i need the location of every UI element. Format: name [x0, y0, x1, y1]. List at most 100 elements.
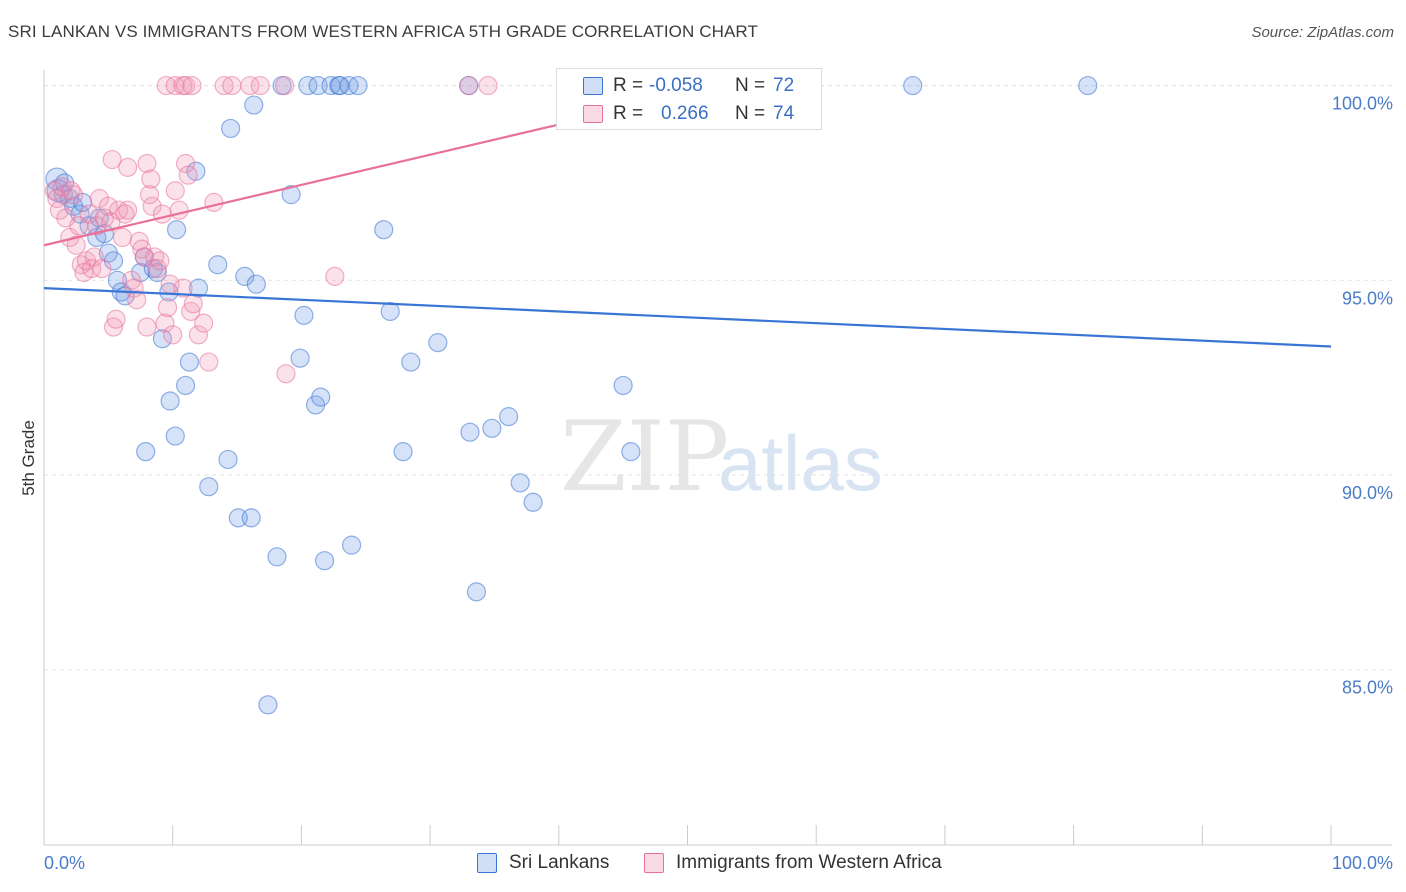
sri-lankans-point	[510, 473, 530, 493]
stats-legend: R = -0.058 N = 72 R = 0.266 N = 74	[556, 68, 822, 130]
western-africa-point	[82, 259, 102, 279]
sri-lankans-point	[246, 274, 266, 294]
x-tick-label-max: 100.0%	[1332, 853, 1393, 873]
sri-lankans-point	[482, 418, 502, 438]
stats-legend-row-sri-lankans: R = -0.058 N = 72	[557, 73, 821, 99]
western-africa-point	[181, 301, 201, 322]
western-africa-point	[155, 313, 175, 333]
r-label: R =	[613, 103, 644, 124]
sri-lankans-point	[136, 442, 156, 462]
western-africa-point	[79, 204, 99, 224]
western-africa-point	[193, 313, 214, 333]
r-value: -0.058	[649, 75, 703, 96]
western-africa-point	[199, 352, 219, 372]
sri-lankans-point	[290, 348, 310, 368]
sri-lankans-point	[199, 477, 219, 497]
stats-legend-row-western-africa: R = 0.266 N = 74	[557, 101, 821, 127]
western-africa-point	[459, 75, 479, 96]
western-africa-point	[147, 259, 167, 279]
y-tick-label: 100.0%	[1332, 94, 1393, 114]
western-africa-point	[173, 278, 193, 298]
sri-lankans-point	[281, 185, 301, 205]
western-africa-legend-swatch	[644, 853, 664, 873]
sri-lankans-point	[298, 75, 318, 96]
sri-lankans-point	[621, 442, 641, 462]
western-africa-point	[188, 325, 209, 345]
western-africa-point	[134, 247, 154, 267]
western-africa-point	[157, 297, 178, 318]
sri-lankans-point	[208, 255, 228, 275]
watermark-zip: ZIP	[560, 401, 729, 513]
r-value: 0.266	[661, 103, 709, 124]
western-africa-point	[49, 200, 70, 220]
western-africa-swatch	[583, 105, 603, 123]
sri-lankans-point	[267, 547, 287, 567]
sri-lankans-point	[152, 329, 173, 349]
sri-lankans-point	[341, 535, 362, 555]
western-africa-point	[106, 309, 126, 329]
x-tick-label-min: 0.0%	[44, 853, 85, 873]
sri-lankans-point	[235, 266, 255, 287]
western-africa-point	[325, 266, 345, 287]
sri-lankans-point	[311, 387, 331, 407]
western-africa-point	[276, 364, 296, 384]
western-africa-point	[127, 290, 147, 310]
sri-lankans-point	[374, 220, 394, 240]
western-africa-point	[175, 75, 196, 96]
sri-lankans-point	[244, 95, 264, 115]
sri-lankans-point	[179, 352, 200, 372]
source-label: Source: ZipAtlas.com	[1251, 24, 1394, 41]
sri-lankans-point	[401, 352, 421, 372]
sri-lankans-point	[175, 375, 196, 396]
sri-lankans-trend-line	[43, 286, 1332, 348]
sri-lankans-point	[159, 282, 179, 302]
western-africa-point	[121, 270, 142, 290]
western-africa-point	[87, 216, 107, 236]
western-africa-point	[112, 227, 133, 248]
western-africa-point	[137, 317, 157, 337]
sri-lankans-point	[466, 582, 487, 602]
sri-lankans-point	[160, 391, 180, 411]
western-africa-point	[222, 75, 242, 96]
sri-lankans-legend-swatch	[477, 853, 497, 873]
legend-label: Immigrants from Western Africa	[676, 852, 942, 873]
n-value: 72	[773, 75, 795, 96]
n-label: N =	[735, 103, 766, 124]
western-africa-point	[275, 75, 295, 96]
sri-lankans-point	[103, 251, 124, 271]
r-label: R =	[613, 75, 644, 96]
sri-lankans-point	[314, 551, 335, 571]
western-africa-point	[250, 75, 270, 96]
sri-lankans-point	[294, 305, 314, 325]
y-axis-label: 5th Grade	[19, 420, 38, 496]
sri-lankans-point	[499, 407, 519, 427]
western-africa-point	[61, 181, 81, 201]
sri-lankans-point	[903, 75, 923, 96]
western-africa-point	[92, 259, 112, 279]
western-africa-point	[165, 181, 185, 201]
chart-title: SRI LANKAN VS IMMIGRANTS FROM WESTERN AF…	[8, 22, 758, 41]
western-africa-point	[178, 165, 198, 185]
western-africa-point	[139, 185, 160, 205]
western-africa-point	[165, 75, 185, 96]
sri-lankans-point	[523, 492, 543, 512]
sri-lankans-point	[258, 695, 278, 715]
sri-lankans-point	[165, 426, 185, 446]
western-africa-point	[137, 153, 157, 174]
sri-lankans-point	[241, 508, 261, 528]
sri-lankans-point	[380, 301, 400, 322]
y-tick-label: 95.0%	[1342, 288, 1393, 308]
western-africa-point	[214, 75, 234, 96]
western-africa-point	[204, 192, 224, 213]
sri-lankans-point	[166, 220, 187, 240]
western-africa-point	[182, 75, 202, 96]
sri-lankans-point	[428, 333, 448, 353]
sri-lankans-swatch	[583, 77, 603, 95]
western-africa-point	[103, 317, 124, 337]
western-africa-point	[84, 247, 104, 267]
western-africa-point	[150, 251, 170, 271]
western-africa-point	[175, 153, 196, 174]
western-africa-point	[102, 149, 122, 170]
western-africa-point	[141, 169, 161, 189]
